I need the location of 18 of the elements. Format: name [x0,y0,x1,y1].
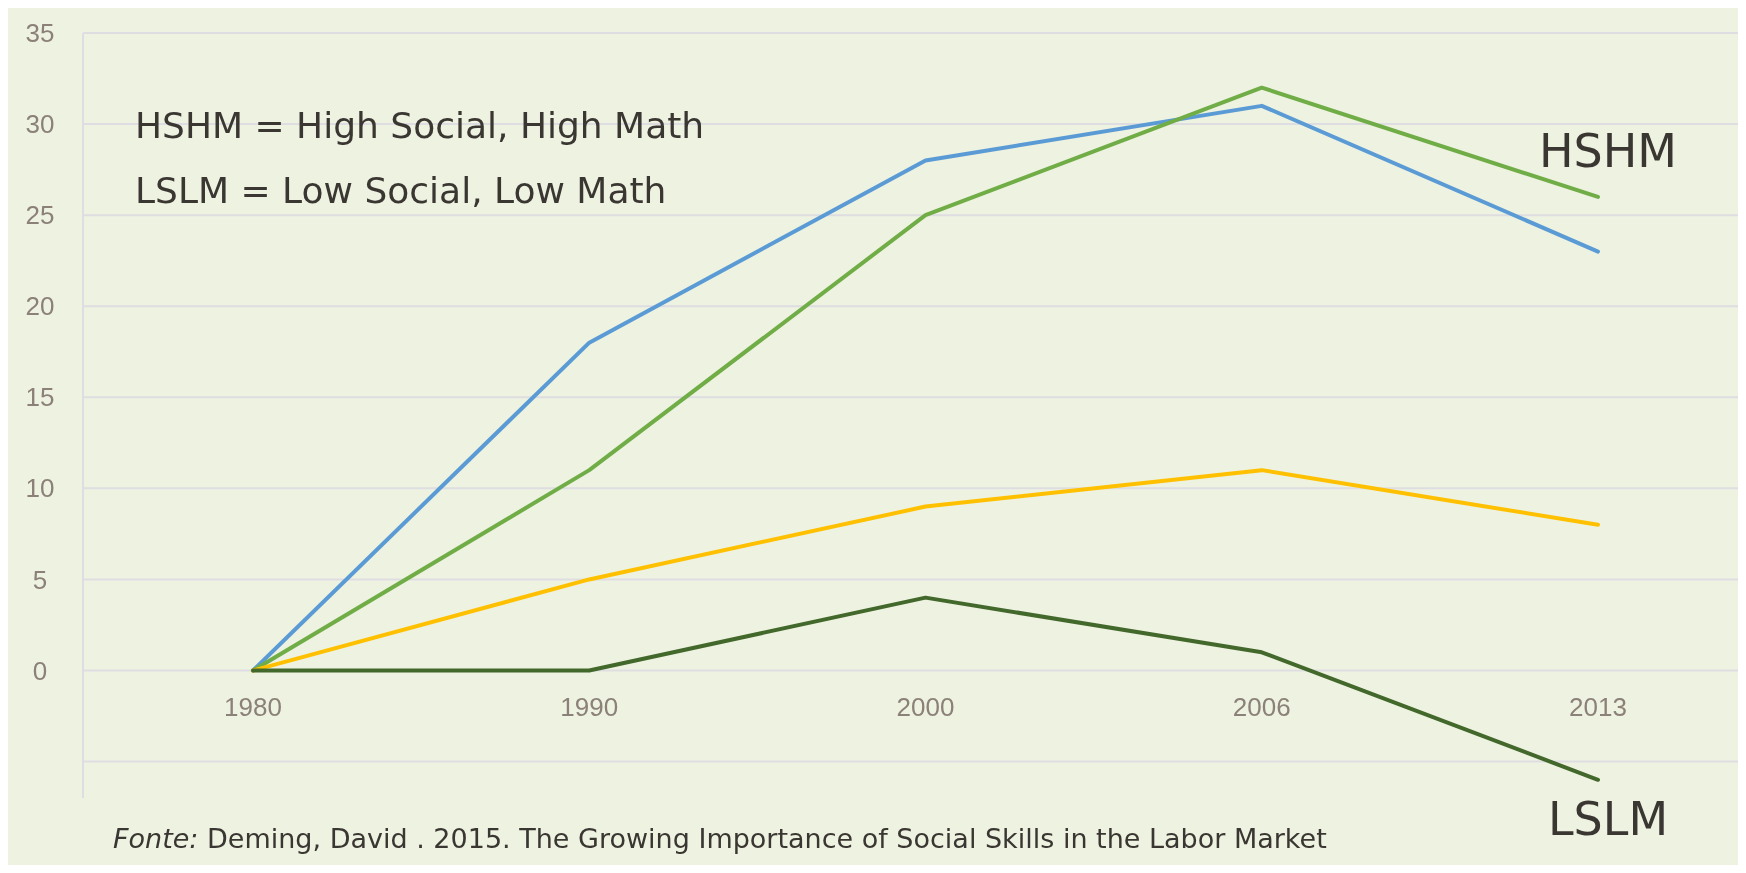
source-note: Fonte: Deming, David . 2015. The Growing Importance of Social Skills in the Labor Market [113,823,1327,854]
y-tick-label: 25 [25,200,55,231]
x-tick-label: 2000 [896,691,955,722]
y-tick-label: 5 [32,564,48,595]
y-tick-label: 10 [25,473,55,504]
y-tick-label: 20 [25,291,55,322]
x-tick-label: 2006 [1232,691,1291,722]
y-tick-label: 35 [25,18,55,49]
series-label: HSHM [1538,123,1678,178]
series-label: LSLM [1547,791,1669,846]
y-tick-label: 15 [25,382,55,413]
x-tick-label: 2013 [1569,691,1627,722]
y-tick-label: 30 [25,109,55,140]
annotation: HSHM = High Social, High Math [135,105,705,146]
annotation: LSLM = Low Social, Low Math [135,170,667,211]
x-tick-label: 1980 [224,691,282,722]
x-tick-label: 1990 [560,691,619,722]
y-tick-label: 0 [32,655,48,686]
